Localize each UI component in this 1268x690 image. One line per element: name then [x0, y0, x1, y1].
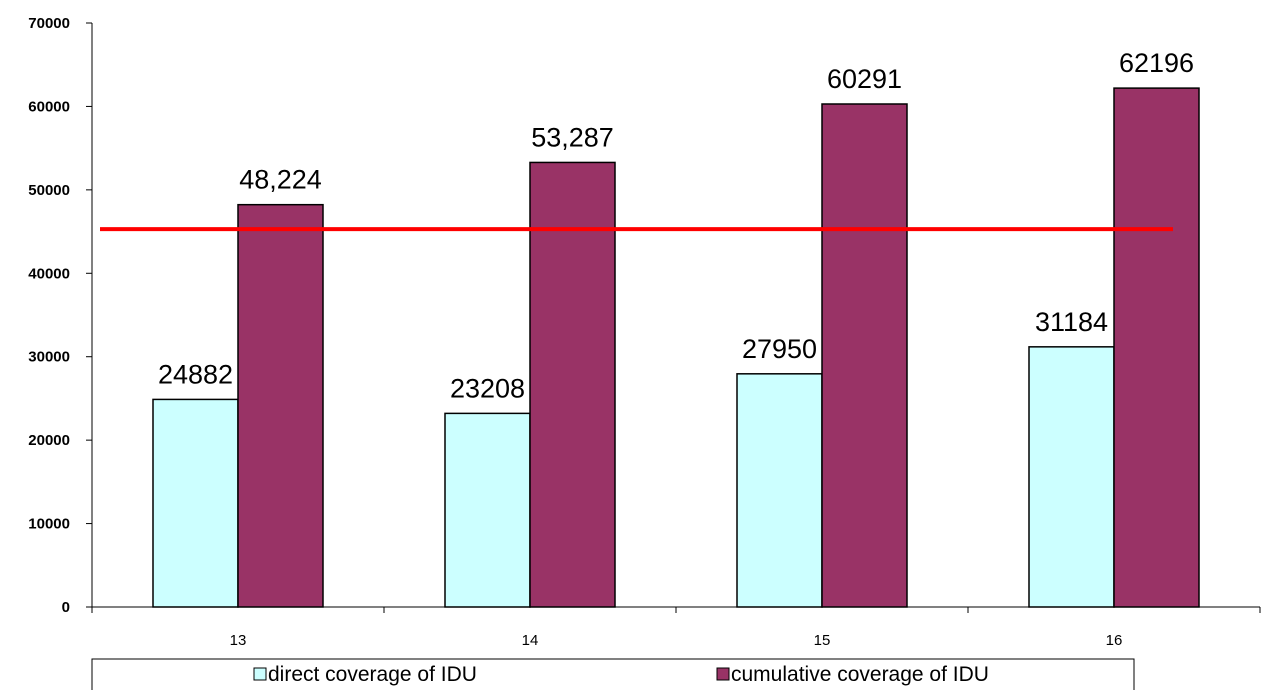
- x-tick-label: 16: [1106, 632, 1123, 649]
- data-labels: 24882 23208 27950 31184 48,224 53,287 60291 621…: [158, 48, 1194, 403]
- data-label-direct: 24882: [158, 359, 233, 389]
- y-tick-label: 0: [62, 599, 70, 616]
- legend-label-direct: direct coverage of IDU: [268, 663, 477, 686]
- bar-direct: [736, 373, 823, 608]
- bar-cumulative: [237, 203, 324, 608]
- data-label-cumulative: 60291: [827, 64, 902, 94]
- y-tick-label: 10000: [28, 516, 70, 533]
- bar-direct: [152, 398, 239, 608]
- bar-direct: [1028, 346, 1115, 608]
- y-tick-label: 60000: [28, 98, 70, 115]
- legend: direct coverage of IDU cumulative covera…: [91, 658, 1135, 690]
- y-tick-label: 40000: [28, 265, 70, 282]
- data-label-cumulative: 62196: [1119, 48, 1194, 78]
- x-tick-label: 14: [522, 632, 539, 649]
- x-tick-label: 15: [814, 632, 831, 649]
- legend-label-cumulative: cumulative coverage of IDU: [731, 663, 989, 686]
- data-label-cumulative: 48,224: [239, 165, 322, 195]
- data-label-direct: 27950: [742, 334, 817, 364]
- y-tick-label: 30000: [28, 349, 70, 366]
- bar-cumulative: [821, 103, 908, 608]
- legend-swatch-direct: [253, 667, 267, 681]
- x-axis: 13 14 15 16: [91, 606, 1261, 649]
- y-tick-label: 50000: [28, 182, 70, 199]
- bars: [152, 87, 1200, 608]
- y-tick-label: 20000: [28, 432, 70, 449]
- bar-cumulative: [1113, 87, 1200, 608]
- data-label-direct: 31184: [1035, 307, 1108, 337]
- legend-swatch-cumulative: [716, 667, 730, 681]
- y-tick-label: 70000: [28, 15, 70, 32]
- bar-cumulative: [529, 161, 616, 608]
- bar-direct: [444, 412, 531, 608]
- x-tick-label: 13: [230, 632, 247, 649]
- data-label-direct: 23208: [450, 373, 525, 403]
- y-axis: 0 10000 20000 30000 40000 50000 60000 70000: [28, 15, 93, 616]
- data-label-cumulative: 53,287: [531, 122, 614, 152]
